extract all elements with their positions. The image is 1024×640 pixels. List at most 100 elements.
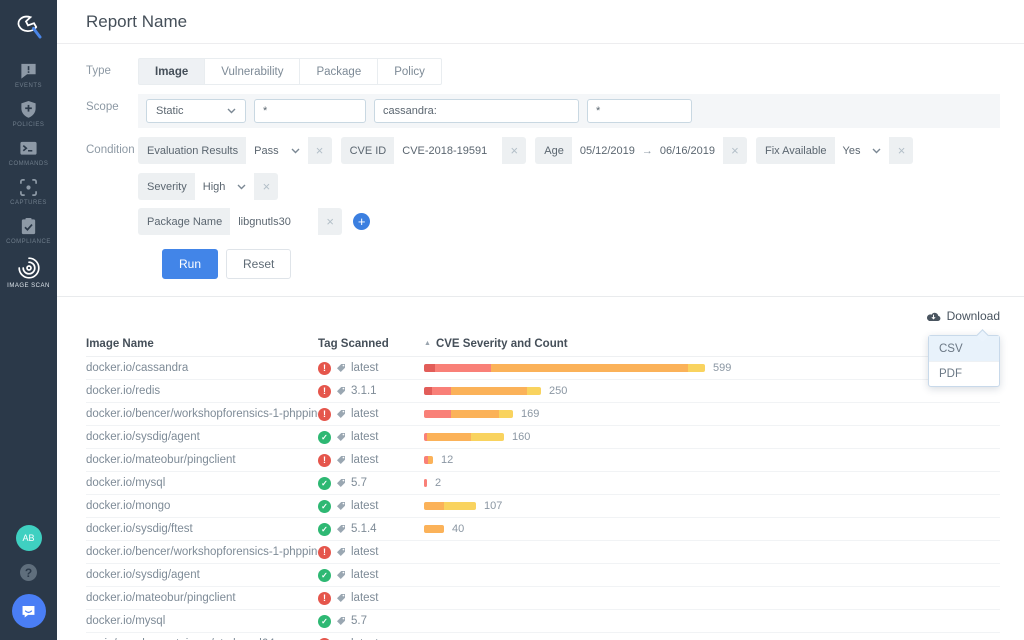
condition-chip-label: Package Name: [147, 215, 223, 228]
severity-segment-low: [444, 502, 476, 510]
tag-scanned-cell: ✓ 5.7: [318, 614, 424, 628]
table-row[interactable]: docker.io/mateobur/pingclient! latest 12: [86, 449, 1000, 472]
tag-scanned-cell: ! latest: [318, 407, 424, 421]
remove-condition-icon[interactable]: ×: [262, 179, 271, 194]
severity-bar: [424, 502, 476, 510]
scope-input-2[interactable]: [374, 99, 579, 123]
scan-pass-icon: ✓: [318, 568, 331, 582]
condition-row: Package Name × +: [138, 208, 1000, 235]
tag-scanned-cell: ! 3.1.1: [318, 384, 424, 398]
tag-scanned-cell: ✓ 5.1.4: [318, 522, 424, 536]
image-name-cell: docker.io/mysql: [86, 615, 166, 627]
sidebar-nav: EVENTS POLICIES COMMANDS CAPTURES COMPLIANCE…: [0, 61, 57, 289]
sidebar-item-events[interactable]: EVENTS: [0, 61, 57, 89]
scan-pass-icon: ✓: [318, 430, 331, 444]
sidebar-item-policies[interactable]: POLICIES: [0, 100, 57, 128]
tag-icon: [336, 432, 346, 442]
condition-value-input[interactable]: [394, 137, 503, 164]
table-row[interactable]: docker.io/bencer/workshopforensics-1-php…: [86, 403, 1000, 426]
severity-segment-high: [424, 456, 428, 464]
image-name-cell: docker.io/mysql: [86, 477, 166, 489]
date-from-value: 05/12/2019: [579, 144, 635, 157]
column-header-tag-scanned[interactable]: Tag Scanned: [318, 337, 389, 350]
chat-icon[interactable]: [11, 594, 46, 628]
severity-segment-high: [435, 364, 491, 372]
table-row[interactable]: docker.io/cassandra! latest 599: [86, 357, 1000, 380]
tag-icon: [336, 363, 346, 373]
remove-condition-icon[interactable]: ×: [326, 214, 335, 229]
tag-scanned-cell: ✓ latest: [318, 430, 424, 444]
table-row[interactable]: docker.io/sysdig/agent ✓ latest: [86, 564, 1000, 587]
help-icon[interactable]: ?: [20, 564, 37, 581]
table-row[interactable]: docker.io/bencer/workshopforensics-1-php…: [86, 541, 1000, 564]
tag-icon: [336, 570, 346, 580]
type-tabs: Image Vulnerability Package Policy: [138, 58, 442, 85]
remove-condition-icon[interactable]: ×: [510, 143, 519, 158]
type-tab-image[interactable]: Image: [138, 58, 206, 85]
type-tab-policy[interactable]: Policy: [378, 58, 442, 85]
remove-condition-icon[interactable]: ×: [315, 143, 324, 158]
table-row[interactable]: docker.io/mongo ✓ latest 107: [86, 495, 1000, 518]
reset-button[interactable]: Reset: [226, 249, 292, 279]
download-button[interactable]: Download: [926, 309, 1000, 323]
condition-value-select[interactable]: High: [194, 173, 255, 200]
scope-type-select[interactable]: Static: [146, 99, 246, 123]
tag-scanned-cell: ! latest: [318, 545, 424, 559]
cve-severity-cell: 250: [424, 385, 1000, 397]
chevron-down-icon: [872, 145, 881, 157]
condition-value-select[interactable]: Pass: [246, 137, 308, 164]
run-button[interactable]: Run: [162, 249, 219, 279]
remove-condition-icon[interactable]: ×: [897, 143, 906, 158]
scope-input-1[interactable]: [254, 99, 366, 123]
severity-segment-high: [424, 433, 427, 441]
tag-value: latest: [351, 569, 379, 581]
download-option-pdf[interactable]: PDF: [929, 361, 999, 386]
tag-icon: [336, 501, 346, 511]
type-tab-vulnerability[interactable]: Vulnerability: [205, 58, 301, 85]
condition-value-input[interactable]: [230, 208, 319, 235]
column-header-cve-severity[interactable]: ▲ CVE Severity and Count: [424, 338, 1000, 350]
condition-value-select[interactable]: Yes: [834, 137, 890, 164]
remove-condition-icon[interactable]: ×: [731, 143, 739, 158]
sidebar-item-compliance[interactable]: COMPLIANCE: [0, 217, 57, 245]
sidebar-item-captures[interactable]: CAPTURES: [0, 178, 57, 206]
main-content: Report Name Type Image Vulnerability Packa…: [57, 0, 1024, 640]
sidebar-bottom: AB ?: [11, 525, 46, 640]
condition-filter-row: Condition Evaluation Results Pass × CVE ID ×…: [86, 137, 1000, 235]
table-row[interactable]: docker.io/mysql ✓ 5.7: [86, 610, 1000, 633]
type-tab-package[interactable]: Package: [300, 58, 379, 85]
table-row[interactable]: docker.io/mateobur/pingclient! latest: [86, 587, 1000, 610]
severity-segment-critical: [424, 364, 435, 372]
table-row[interactable]: docker.io/mysql ✓ 5.7 2: [86, 472, 1000, 495]
table-row[interactable]: docker.io/sysdig/ftest ✓ 5.1.4 40: [86, 518, 1000, 541]
app-logo-icon[interactable]: [12, 11, 46, 45]
sidebar-item-label: CAPTURES: [10, 200, 47, 206]
arrow-right-icon: →: [641, 144, 653, 157]
condition-chip-label: CVE ID: [349, 144, 387, 157]
condition-select-value: Pass: [254, 144, 279, 157]
severity-bar: [424, 525, 444, 533]
tag-icon: [336, 616, 346, 626]
table-row[interactable]: gcr.io/google_containers/etcd-amd64!late…: [86, 633, 1000, 640]
image-name-cell: docker.io/bencer/workshopforensics-1-php…: [86, 546, 318, 558]
tag-value: latest: [351, 454, 379, 466]
image-scan-icon: [17, 256, 41, 280]
condition-chips: Evaluation Results Pass × CVE ID × Age 05/12/2…: [138, 137, 1000, 235]
severity-segment-high: [424, 410, 451, 418]
sidebar-item-commands[interactable]: COMMANDS: [0, 139, 57, 167]
table-row[interactable]: docker.io/sysdig/agent ✓ latest 160: [86, 426, 1000, 449]
table-row[interactable]: docker.io/redis! 3.1.1 250: [86, 380, 1000, 403]
sort-ascending-icon: ▲: [424, 340, 431, 347]
sidebar-item-image-scan[interactable]: IMAGE SCAN: [0, 256, 57, 289]
user-avatar[interactable]: AB: [15, 525, 42, 551]
tag-scanned-cell: ✓ 5.7: [318, 476, 424, 490]
scope-input-3[interactable]: [587, 99, 692, 123]
image-name-cell: docker.io/mateobur/pingclient: [86, 592, 236, 604]
column-header-image-name[interactable]: Image Name: [86, 337, 154, 350]
add-condition-button[interactable]: +: [353, 213, 371, 230]
image-name-cell: docker.io/cassandra: [86, 362, 189, 374]
type-label: Type: [86, 65, 111, 77]
condition-date-range[interactable]: 05/12/2019 → 06/16/2019: [571, 137, 723, 164]
download-option-csv[interactable]: CSV: [929, 336, 999, 361]
cve-severity-cell: 12: [424, 454, 1000, 466]
